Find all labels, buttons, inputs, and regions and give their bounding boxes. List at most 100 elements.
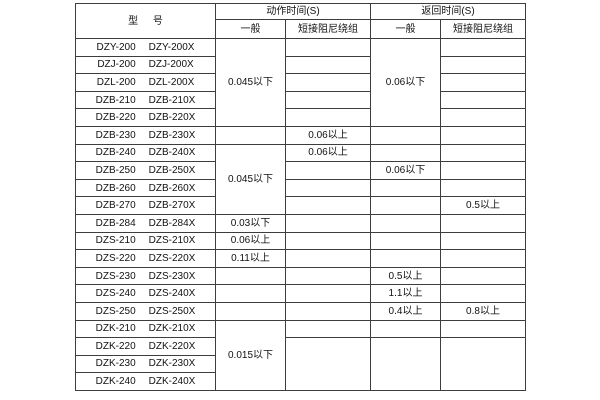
action-general-value: [215, 125, 286, 145]
model-cell: DZB-260 DZB-260X: [75, 178, 216, 198]
table-row-dzs-220: DZS-220 DZS-220X 0.11以上: [75, 249, 526, 268]
model-name: DZB-250: [95, 164, 136, 176]
table-row-dzk-230: DZK-230 DZK-230X: [75, 354, 526, 374]
table-row-dzs-240: DZS-240 DZS-240X 1.1以上: [75, 284, 526, 303]
model-name: DZB-284: [95, 217, 136, 229]
action-short-value: [285, 337, 371, 391]
model-cell: DZB-230 DZB-230X: [75, 125, 216, 145]
header-action-general: 一般: [215, 19, 286, 39]
action-general-value: 0.045以下: [215, 38, 286, 127]
model-cell: DZK-210 DZK-210X: [75, 319, 216, 339]
model-name-x: DZS-230X: [148, 270, 196, 282]
table-row-dzb-210: DZB-210 DZB-210X: [75, 90, 526, 110]
model-cell: DZK-240 DZK-240X: [75, 372, 216, 391]
action-short-value: [285, 55, 371, 75]
model-cell: DZS-240 DZS-240X: [75, 284, 216, 303]
model-name-x: DZS-220X: [148, 252, 196, 264]
table-row-dzk-240: DZK-240 DZK-240X: [75, 372, 526, 391]
action-short-value: [285, 108, 371, 127]
action-short-value: [285, 284, 371, 303]
model-cell: DZK-220 DZK-220X: [75, 337, 216, 356]
model-cell: DZB-210 DZB-210X: [75, 90, 216, 110]
table-row-dzk-210: DZK-210 DZK-210X 0.015以下: [75, 319, 526, 391]
return-general-value: 0.4以上: [370, 301, 441, 321]
model-name-x: DZB-210X: [148, 94, 196, 106]
return-short-value: [440, 213, 526, 233]
model-name: DZK-230: [95, 358, 136, 370]
table-row-dzs-250: DZS-250 DZS-250X 0.4以上 0.8以上: [75, 301, 526, 321]
header-action-short-damping: 短接阻尼绕组: [285, 19, 371, 39]
model-name: DZB-210: [95, 94, 136, 106]
model-cell: DZJ-200 DZJ-200X: [75, 55, 216, 75]
model-name: DZJ-200: [97, 59, 136, 71]
header-row-2: 一般 短接阻尼绕组 一般 短接阻尼绕组: [76, 19, 526, 39]
return-general-value: 0.06以下: [370, 161, 441, 180]
table-body: DZY-200 DZY-200X 0.045以下 0.06以下 DZJ-200 DZ…: [75, 38, 526, 391]
return-short-value: [440, 319, 526, 339]
model-name-x: DZS-240X: [148, 288, 196, 300]
table-row-dzl-200: DZL-200 DZL-200X: [75, 73, 526, 92]
model-name-x: DZS-210X: [148, 235, 196, 247]
model-cell: DZB-284 DZB-284X: [75, 213, 216, 233]
return-general-value: [370, 125, 441, 145]
table-row-dzy-200: DZY-200 DZY-200X 0.045以下 0.06以下: [75, 38, 526, 127]
model-cell: DZS-250 DZS-250X: [75, 301, 216, 321]
model-name-x: DZB-284X: [148, 217, 196, 229]
model-cell: DZB-250 DZB-250X: [75, 161, 216, 180]
model-name-x: DZB-230X: [148, 129, 196, 141]
action-short-value: [285, 249, 371, 268]
return-general-value: 0.5以上: [370, 266, 441, 286]
return-short-value: [440, 266, 526, 286]
action-general-value: [215, 284, 286, 303]
return-general-value: [370, 196, 441, 215]
model-name-x: DZB-220X: [148, 112, 196, 124]
action-short-value: [285, 301, 371, 321]
model-name-x: DZJ-200X: [148, 59, 194, 71]
return-short-value: [440, 125, 526, 145]
action-short-value: 0.06以上: [285, 125, 371, 145]
model-name: DZK-220: [95, 340, 136, 352]
header-return-time: 返回时间(S): [370, 3, 526, 20]
return-general-value: [370, 231, 441, 251]
return-general-value: [370, 249, 441, 268]
model-cell: DZS-210 DZS-210X: [75, 231, 216, 251]
model-name: DZB-270: [95, 200, 136, 212]
return-short-value: [440, 108, 526, 127]
model-name: DZS-210: [95, 235, 136, 247]
table-row-dzb-284: DZB-284 DZB-284X 0.03以下: [75, 213, 526, 233]
model-name: DZK-210: [95, 323, 136, 335]
return-short-value: [440, 337, 526, 391]
action-general-value: 0.03以下: [215, 213, 286, 233]
action-short-value: [285, 231, 371, 251]
action-general-value: 0.015以下: [215, 319, 286, 391]
model-name: DZY-200: [96, 41, 136, 53]
model-name: DZS-230: [95, 270, 136, 282]
model-name-x: DZL-200X: [148, 76, 195, 88]
model-name-x: DZB-240X: [148, 147, 196, 159]
model-name-x: DZB-270X: [148, 200, 196, 212]
model-name-x: DZK-240X: [148, 376, 196, 388]
model-cell: DZY-200 DZY-200X: [75, 38, 216, 57]
header-return-short-damping: 短接阻尼绕组: [440, 19, 526, 39]
action-general-value: 0.11以上: [215, 249, 286, 268]
model-name-x: DZB-250X: [148, 164, 196, 176]
return-short-value: [440, 178, 526, 198]
table-row-dzb-230: DZB-230 DZB-230X 0.06以上: [75, 125, 526, 145]
model-name: DZB-230: [95, 129, 136, 141]
table-header: 型 号 动作时间(S) 返回时间(S) 一般 短接阻尼绕组 一般 短接阻尼绕组: [75, 3, 526, 39]
model-name-x: DZS-250X: [148, 305, 196, 317]
action-short-value: [285, 196, 371, 215]
model-cell: DZB-270 DZB-270X: [75, 196, 216, 215]
table-row-dzb-250: DZB-250 DZB-250X 0.06以下: [75, 161, 526, 180]
action-short-value: [285, 38, 371, 57]
return-short-value: [440, 284, 526, 303]
return-general-value: [370, 213, 441, 233]
return-short-value: 0.8以上: [440, 301, 526, 321]
return-short-value: [440, 231, 526, 251]
spec-table: 型 号 动作时间(S) 返回时间(S) 一般 短接阻尼绕组 一般 短接阻尼绕组 …: [75, 3, 526, 391]
table-row-dzk-220: DZK-220 DZK-220X: [75, 337, 526, 391]
header-return-general: 一般: [370, 19, 441, 39]
model-cell: DZL-200 DZL-200X: [75, 73, 216, 92]
model-name: DZS-220: [95, 252, 136, 264]
